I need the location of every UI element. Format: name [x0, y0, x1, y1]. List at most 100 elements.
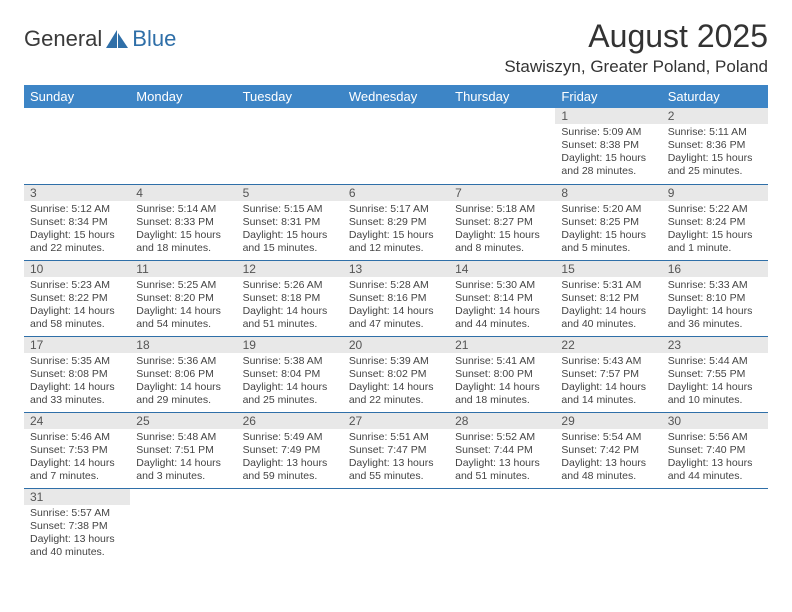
day-details: Sunrise: 5:17 AMSunset: 8:29 PMDaylight:…: [343, 201, 449, 260]
day-number: 14: [449, 261, 555, 277]
calendar-cell: 27Sunrise: 5:51 AMSunset: 7:47 PMDayligh…: [343, 412, 449, 488]
day-number: [343, 108, 449, 124]
calendar-cell: [130, 108, 236, 184]
calendar-cell: 14Sunrise: 5:30 AMSunset: 8:14 PMDayligh…: [449, 260, 555, 336]
day-details: Sunrise: 5:56 AMSunset: 7:40 PMDaylight:…: [662, 429, 768, 488]
calendar-cell: [24, 108, 130, 184]
calendar-cell: [555, 488, 661, 564]
day-details: Sunrise: 5:09 AMSunset: 8:38 PMDaylight:…: [555, 124, 661, 183]
calendar-cell: 20Sunrise: 5:39 AMSunset: 8:02 PMDayligh…: [343, 336, 449, 412]
day-details: Sunrise: 5:20 AMSunset: 8:25 PMDaylight:…: [555, 201, 661, 260]
calendar-cell: 15Sunrise: 5:31 AMSunset: 8:12 PMDayligh…: [555, 260, 661, 336]
day-number: 29: [555, 413, 661, 429]
day-details: Sunrise: 5:46 AMSunset: 7:53 PMDaylight:…: [24, 429, 130, 488]
day-details: Sunrise: 5:52 AMSunset: 7:44 PMDaylight:…: [449, 429, 555, 488]
day-details: Sunrise: 5:12 AMSunset: 8:34 PMDaylight:…: [24, 201, 130, 260]
calendar-cell: 10Sunrise: 5:23 AMSunset: 8:22 PMDayligh…: [24, 260, 130, 336]
day-number: 5: [237, 185, 343, 201]
calendar-cell: 19Sunrise: 5:38 AMSunset: 8:04 PMDayligh…: [237, 336, 343, 412]
day-details: Sunrise: 5:15 AMSunset: 8:31 PMDaylight:…: [237, 201, 343, 260]
day-number: 7: [449, 185, 555, 201]
day-number: 24: [24, 413, 130, 429]
calendar-cell: 7Sunrise: 5:18 AMSunset: 8:27 PMDaylight…: [449, 184, 555, 260]
calendar-week: 10Sunrise: 5:23 AMSunset: 8:22 PMDayligh…: [24, 260, 768, 336]
day-number: [662, 489, 768, 505]
day-number: [343, 489, 449, 505]
logo-sail-icon: [104, 28, 130, 50]
day-details: Sunrise: 5:18 AMSunset: 8:27 PMDaylight:…: [449, 201, 555, 260]
day-details: Sunrise: 5:11 AMSunset: 8:36 PMDaylight:…: [662, 124, 768, 183]
day-details: Sunrise: 5:39 AMSunset: 8:02 PMDaylight:…: [343, 353, 449, 412]
day-number: 27: [343, 413, 449, 429]
weekday-header: Wednesday: [343, 85, 449, 108]
calendar-cell: [662, 488, 768, 564]
day-number: 4: [130, 185, 236, 201]
day-details: Sunrise: 5:23 AMSunset: 8:22 PMDaylight:…: [24, 277, 130, 336]
weekday-header: Tuesday: [237, 85, 343, 108]
calendar-cell: 26Sunrise: 5:49 AMSunset: 7:49 PMDayligh…: [237, 412, 343, 488]
day-number: 11: [130, 261, 236, 277]
calendar-cell: 2Sunrise: 5:11 AMSunset: 8:36 PMDaylight…: [662, 108, 768, 184]
day-number: [24, 108, 130, 124]
calendar-cell: 12Sunrise: 5:26 AMSunset: 8:18 PMDayligh…: [237, 260, 343, 336]
day-details: Sunrise: 5:14 AMSunset: 8:33 PMDaylight:…: [130, 201, 236, 260]
day-number: 17: [24, 337, 130, 353]
day-details: Sunrise: 5:35 AMSunset: 8:08 PMDaylight:…: [24, 353, 130, 412]
day-details: Sunrise: 5:51 AMSunset: 7:47 PMDaylight:…: [343, 429, 449, 488]
day-number: 3: [24, 185, 130, 201]
day-number: [449, 108, 555, 124]
calendar-header-row: SundayMondayTuesdayWednesdayThursdayFrid…: [24, 85, 768, 108]
day-number: 18: [130, 337, 236, 353]
calendar-cell: 29Sunrise: 5:54 AMSunset: 7:42 PMDayligh…: [555, 412, 661, 488]
calendar-cell: 23Sunrise: 5:44 AMSunset: 7:55 PMDayligh…: [662, 336, 768, 412]
day-number: 22: [555, 337, 661, 353]
day-number: 30: [662, 413, 768, 429]
day-details: Sunrise: 5:48 AMSunset: 7:51 PMDaylight:…: [130, 429, 236, 488]
day-number: 15: [555, 261, 661, 277]
logo: General Blue: [24, 26, 176, 52]
calendar-cell: 3Sunrise: 5:12 AMSunset: 8:34 PMDaylight…: [24, 184, 130, 260]
day-number: [237, 108, 343, 124]
day-number: 23: [662, 337, 768, 353]
day-details: Sunrise: 5:38 AMSunset: 8:04 PMDaylight:…: [237, 353, 343, 412]
day-details: Sunrise: 5:25 AMSunset: 8:20 PMDaylight:…: [130, 277, 236, 336]
day-number: 21: [449, 337, 555, 353]
calendar-week: 31Sunrise: 5:57 AMSunset: 7:38 PMDayligh…: [24, 488, 768, 564]
day-number: [130, 108, 236, 124]
day-details: Sunrise: 5:43 AMSunset: 7:57 PMDaylight:…: [555, 353, 661, 412]
month-title: August 2025: [504, 18, 768, 55]
weekday-header: Saturday: [662, 85, 768, 108]
logo-text-general: General: [24, 26, 102, 52]
calendar-cell: 25Sunrise: 5:48 AMSunset: 7:51 PMDayligh…: [130, 412, 236, 488]
calendar-table: SundayMondayTuesdayWednesdayThursdayFrid…: [24, 85, 768, 564]
weekday-header: Sunday: [24, 85, 130, 108]
calendar-cell: 9Sunrise: 5:22 AMSunset: 8:24 PMDaylight…: [662, 184, 768, 260]
day-number: 2: [662, 108, 768, 124]
day-details: Sunrise: 5:31 AMSunset: 8:12 PMDaylight:…: [555, 277, 661, 336]
location: Stawiszyn, Greater Poland, Poland: [504, 57, 768, 77]
day-number: 1: [555, 108, 661, 124]
calendar-cell: 18Sunrise: 5:36 AMSunset: 8:06 PMDayligh…: [130, 336, 236, 412]
calendar-cell: 22Sunrise: 5:43 AMSunset: 7:57 PMDayligh…: [555, 336, 661, 412]
day-number: [449, 489, 555, 505]
day-number: 19: [237, 337, 343, 353]
calendar-cell: 28Sunrise: 5:52 AMSunset: 7:44 PMDayligh…: [449, 412, 555, 488]
day-details: Sunrise: 5:22 AMSunset: 8:24 PMDaylight:…: [662, 201, 768, 260]
calendar-cell: [237, 108, 343, 184]
calendar-cell: [449, 488, 555, 564]
calendar-cell: [343, 488, 449, 564]
day-details: Sunrise: 5:54 AMSunset: 7:42 PMDaylight:…: [555, 429, 661, 488]
day-number: 28: [449, 413, 555, 429]
day-number: 12: [237, 261, 343, 277]
day-number: 6: [343, 185, 449, 201]
calendar-cell: 1Sunrise: 5:09 AMSunset: 8:38 PMDaylight…: [555, 108, 661, 184]
day-number: 31: [24, 489, 130, 505]
weekday-header: Friday: [555, 85, 661, 108]
day-details: Sunrise: 5:28 AMSunset: 8:16 PMDaylight:…: [343, 277, 449, 336]
calendar-cell: [449, 108, 555, 184]
calendar-cell: [237, 488, 343, 564]
day-number: 8: [555, 185, 661, 201]
calendar-cell: 6Sunrise: 5:17 AMSunset: 8:29 PMDaylight…: [343, 184, 449, 260]
day-number: 20: [343, 337, 449, 353]
calendar-week: 17Sunrise: 5:35 AMSunset: 8:08 PMDayligh…: [24, 336, 768, 412]
